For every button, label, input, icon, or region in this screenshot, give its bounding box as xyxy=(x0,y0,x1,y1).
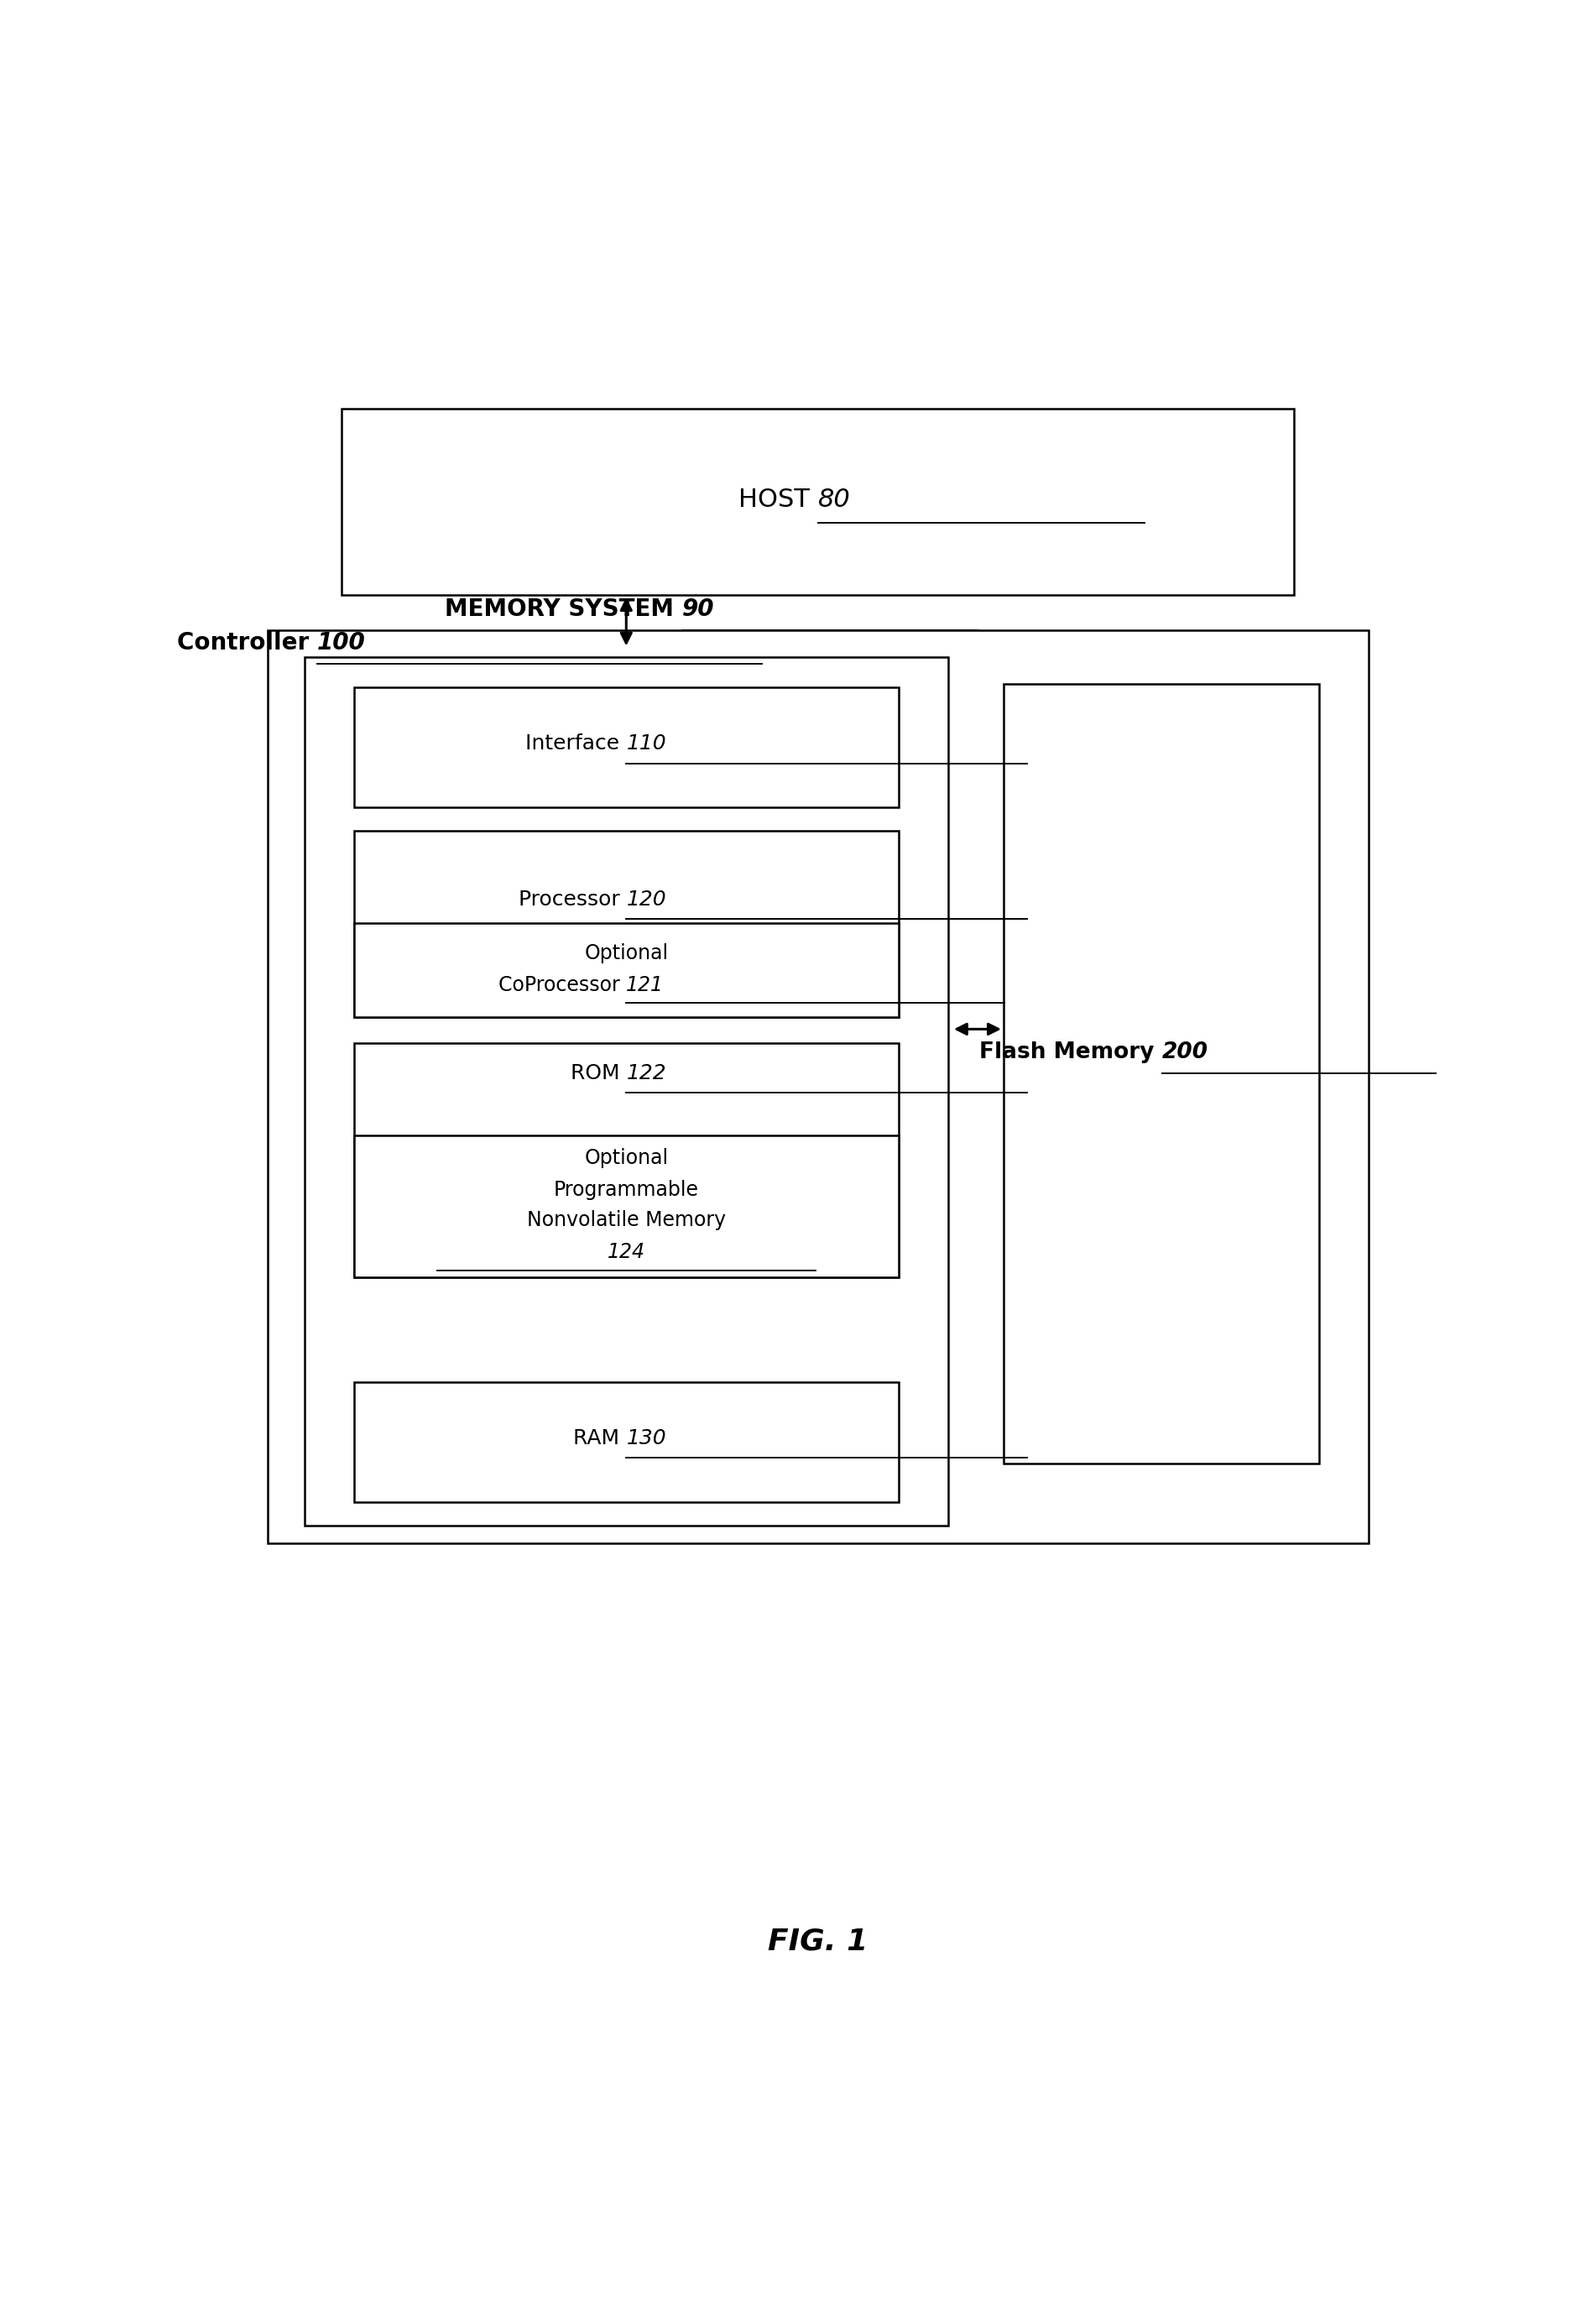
Text: Optional: Optional xyxy=(584,943,669,964)
Text: 124: 124 xyxy=(608,1243,645,1263)
Text: CoProcessor: CoProcessor xyxy=(498,976,626,994)
Text: Optional: Optional xyxy=(584,1148,669,1169)
Bar xyxy=(1004,683,1318,1463)
Text: Nonvolatile Memory: Nonvolatile Memory xyxy=(527,1210,726,1231)
Text: 122: 122 xyxy=(626,1063,666,1084)
Text: 110: 110 xyxy=(626,734,666,755)
Bar xyxy=(354,923,899,1017)
Text: FIG. 1: FIG. 1 xyxy=(768,1928,868,1956)
Text: RAM: RAM xyxy=(573,1429,626,1447)
Text: Processor: Processor xyxy=(519,890,626,909)
Bar xyxy=(354,1042,899,1277)
Bar xyxy=(354,1134,899,1277)
Text: 100: 100 xyxy=(318,630,365,653)
Bar xyxy=(305,658,948,1526)
Text: Interface: Interface xyxy=(525,734,626,755)
Text: MEMORY SYSTEM: MEMORY SYSTEM xyxy=(445,598,681,621)
Text: Flash Memory: Flash Memory xyxy=(980,1042,1162,1063)
Text: 130: 130 xyxy=(626,1429,666,1447)
Bar xyxy=(354,1381,899,1503)
Text: ROM: ROM xyxy=(570,1063,626,1084)
Text: Controller: Controller xyxy=(177,630,318,653)
Text: 90: 90 xyxy=(681,598,713,621)
Text: Programmable: Programmable xyxy=(554,1180,699,1201)
Text: 80: 80 xyxy=(817,488,851,511)
Text: 200: 200 xyxy=(1162,1042,1208,1063)
Text: 121: 121 xyxy=(626,976,664,994)
Text: HOST: HOST xyxy=(739,488,817,511)
Bar xyxy=(354,688,899,808)
Text: 120: 120 xyxy=(626,890,666,909)
Bar xyxy=(354,831,899,1017)
Bar xyxy=(268,630,1368,1544)
Bar xyxy=(342,410,1294,596)
